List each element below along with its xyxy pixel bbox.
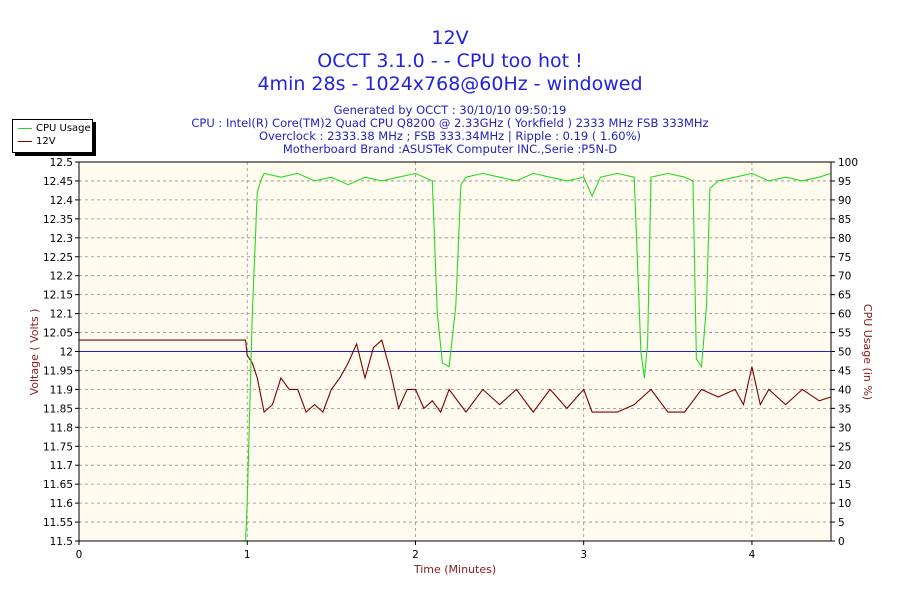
y2-tick-label: 15 xyxy=(838,479,851,491)
y-tick-label: 12.2 xyxy=(50,271,73,283)
y2-tick-label: 60 xyxy=(838,309,851,321)
y-tick-label: 12.4 xyxy=(50,195,74,207)
chart-subtitle-duration: 4min 28s - 1024x768@60Hz - windowed xyxy=(257,73,643,95)
y-tick-label: 12.1 xyxy=(50,309,73,321)
plot-frame xyxy=(78,161,832,542)
x-tick-label: 1 xyxy=(244,549,251,561)
legend-swatch-12v xyxy=(18,140,32,142)
y-tick-label: 11.9 xyxy=(50,384,73,396)
legend: CPU Usage 12V xyxy=(12,119,93,153)
y2-tick-label: 30 xyxy=(838,422,851,434)
info-motherboard: Motherboard Brand :ASUSTeK Computer INC.… xyxy=(282,142,618,156)
y-tick-label: 11.7 xyxy=(50,460,73,472)
x-tick-label: 3 xyxy=(580,549,587,561)
y2-tick-label: 65 xyxy=(838,290,851,302)
y-axis-label: Voltage ( Volts ) xyxy=(28,309,41,396)
series-line-12v xyxy=(79,339,832,414)
y2-tick-label: 75 xyxy=(838,252,851,264)
y-tick-label: 11.85 xyxy=(43,403,73,415)
series-line-cpu-usage xyxy=(245,172,832,542)
y2-tick-label: 100 xyxy=(838,157,858,169)
info-generated: Generated by OCCT : 30/10/10 09:50:19 xyxy=(333,103,567,117)
y2-tick-label: 95 xyxy=(838,176,851,188)
legend-item-cpu: CPU Usage xyxy=(18,123,91,135)
y-tick-label: 12.35 xyxy=(43,214,73,226)
y-tick-label: 11.65 xyxy=(43,479,73,491)
legend-label-cpu: CPU Usage xyxy=(36,123,91,134)
y2-tick-label: 45 xyxy=(838,365,851,377)
y-tick-label: 11.6 xyxy=(50,498,74,510)
y2-tick-label: 55 xyxy=(838,328,851,340)
y2-tick-label: 40 xyxy=(838,384,851,396)
y2-tick-label: 0 xyxy=(838,536,845,548)
y-tick-label: 11.75 xyxy=(43,441,73,453)
y-tick-label: 12.45 xyxy=(43,176,73,188)
y-tick-label: 11.8 xyxy=(50,422,73,434)
x-tick-label: 4 xyxy=(749,549,756,561)
y2-tick-label: 10 xyxy=(838,498,851,510)
y2-tick-label: 20 xyxy=(838,460,851,472)
legend-label-12v: 12V xyxy=(36,136,56,147)
y-tick-label: 12 xyxy=(60,347,73,359)
y2-tick-label: 85 xyxy=(838,214,851,226)
y2-tick-label: 90 xyxy=(838,195,851,207)
x-tick-label: 2 xyxy=(412,549,419,561)
y2-tick-label: 35 xyxy=(838,403,851,415)
x-tick-label: 0 xyxy=(76,549,83,561)
y-tick-label: 12.15 xyxy=(43,290,73,302)
legend-item-12v: 12V xyxy=(18,136,56,148)
x-axis-label: Time (Minutes) xyxy=(413,563,496,576)
legend-swatch-cpu xyxy=(18,127,32,129)
y2-tick-label: 50 xyxy=(838,347,851,359)
y-tick-label: 11.55 xyxy=(43,517,73,529)
chart-subtitle-test: OCCT 3.1.0 - - CPU too hot ! xyxy=(317,50,583,72)
y-tick-label: 12.5 xyxy=(50,157,73,169)
y-tick-label: 11.5 xyxy=(50,536,73,548)
y2-tick-label: 80 xyxy=(838,233,851,245)
y2-axis-label: CPU Usage (in %) xyxy=(861,304,874,400)
y2-tick-label: 70 xyxy=(838,271,851,283)
info-cpu: CPU : Intel(R) Core(TM)2 Quad CPU Q8200 … xyxy=(191,116,709,130)
y-tick-label: 12.25 xyxy=(43,252,73,264)
y-tick-label: 12.3 xyxy=(50,233,73,245)
chart-title: 12V xyxy=(431,27,469,49)
y-tick-label: 11.95 xyxy=(43,365,73,377)
y-tick-label: 12.05 xyxy=(43,328,73,340)
y2-tick-label: 25 xyxy=(838,441,851,453)
y2-tick-label: 5 xyxy=(838,517,845,529)
info-overclock: Overclock : 2333.38 MHz ; FSB 333.34MHz … xyxy=(258,129,642,143)
